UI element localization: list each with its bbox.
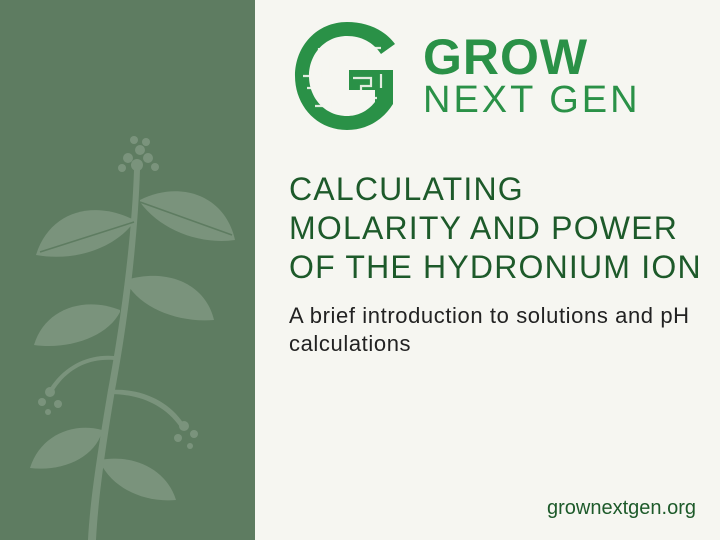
slide: GROW NEXT GEN CALCULATING MOLARITY AND P… (0, 0, 720, 540)
plant-silhouette-icon (0, 110, 255, 540)
brand-header: GROW NEXT GEN (289, 18, 641, 134)
content-panel: GROW NEXT GEN CALCULATING MOLARITY AND P… (255, 0, 720, 540)
brand-text: GROW NEXT GEN (423, 34, 641, 118)
brand-line2: NEXT GEN (423, 82, 641, 118)
footer-url: grownextgen.org (547, 497, 696, 520)
grow-nextgen-logo-icon (289, 18, 405, 134)
slide-title: CALCULATING MOLARITY AND POWER OF THE HY… (289, 170, 702, 287)
brand-line1: GROW (423, 34, 641, 82)
left-decorative-panel (0, 0, 255, 540)
slide-subtitle: A brief introduction to solutions and pH… (289, 302, 702, 357)
